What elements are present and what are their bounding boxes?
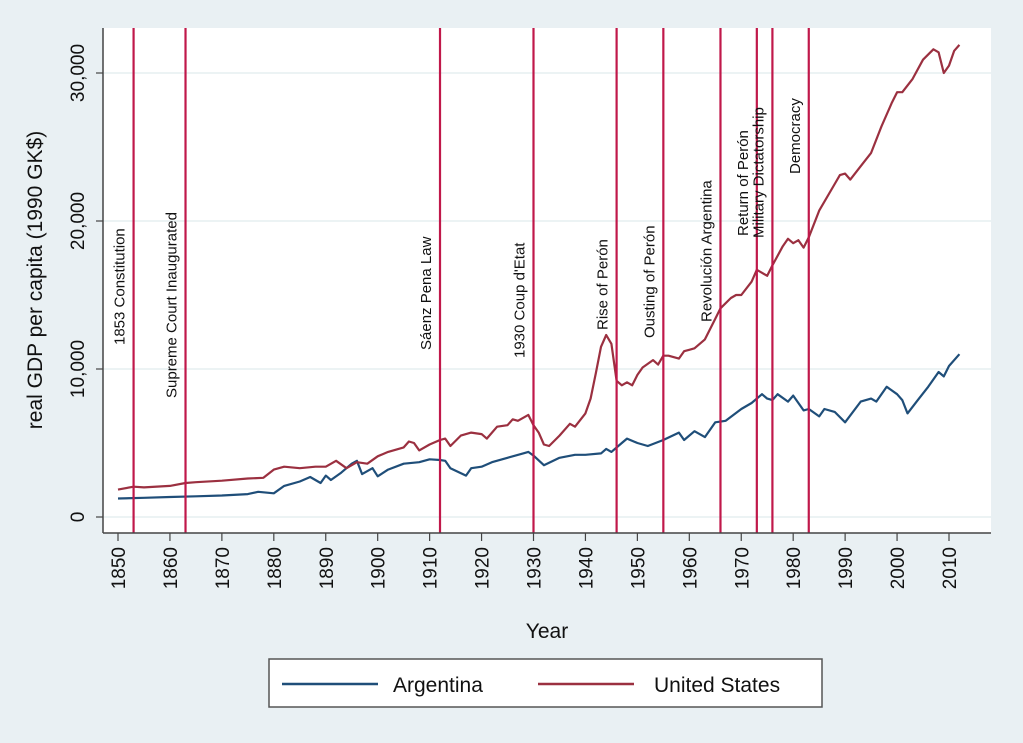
x-tick-label: 1910 [421, 547, 442, 589]
legend-label-united-states: United States [654, 674, 780, 697]
x-axis-title: Year [526, 620, 568, 643]
event-label: Democracy [787, 98, 804, 174]
event-label: Revolución Argentina [698, 180, 715, 322]
x-tick-label: 1930 [525, 547, 546, 589]
x-tick-label: 1870 [213, 547, 234, 589]
event-label: 1853 Constitution [112, 228, 129, 345]
gridlines [103, 72, 991, 518]
event-label: 1930 Coup d'Etat [512, 242, 529, 358]
x-tick-label: 1890 [317, 547, 338, 589]
x-tick-label: 1920 [473, 547, 494, 589]
x-tick-label: 2000 [888, 547, 909, 589]
x-tick-label: 1980 [784, 547, 805, 589]
axes [102, 28, 991, 534]
event-markers: 1853 Constitution Supreme Court Inaugurat… [112, 28, 810, 533]
x-tick-label: 1990 [836, 547, 857, 589]
x-tick-label: 1900 [369, 547, 390, 589]
y-axis-title: real GDP per capita (1990 GK$) [24, 131, 47, 429]
x-tick-label: 1860 [161, 547, 182, 589]
event-label: Rise of Perón [595, 239, 612, 330]
y-tick-label: 20,000 [68, 192, 89, 250]
y-tick-label: 30,000 [68, 44, 89, 102]
event-label: Sáenz Pena Law [418, 236, 435, 350]
x-tick-label: 1950 [628, 547, 649, 589]
event-label: Return of Perón [735, 130, 752, 236]
series-line-united-states [117, 44, 961, 491]
y-tick-label: 0 [68, 512, 89, 523]
legend-label-argentina: Argentina [393, 674, 483, 697]
series-line-argentina [117, 353, 961, 500]
event-label: Supreme Court Inaugurated [164, 212, 181, 398]
plot-area [103, 28, 991, 533]
x-tick-label: 1850 [109, 547, 130, 589]
event-label: Military Dictatorship [750, 107, 767, 238]
series-layer [117, 44, 961, 500]
x-tick-label: 2010 [940, 547, 961, 589]
x-tick-label: 1940 [576, 547, 597, 589]
event-label: Ousting of Perón [641, 225, 658, 338]
legend: Argentina United States [268, 658, 823, 708]
x-tick-label: 1880 [265, 547, 286, 589]
x-tick-label: 1960 [680, 547, 701, 589]
ticks: 0 10,000 20,000 30,000 1850 1860 1870 1880 1890 1… [68, 44, 961, 589]
y-tick-label: 10,000 [68, 340, 89, 398]
x-tick-label: 1970 [732, 547, 753, 589]
